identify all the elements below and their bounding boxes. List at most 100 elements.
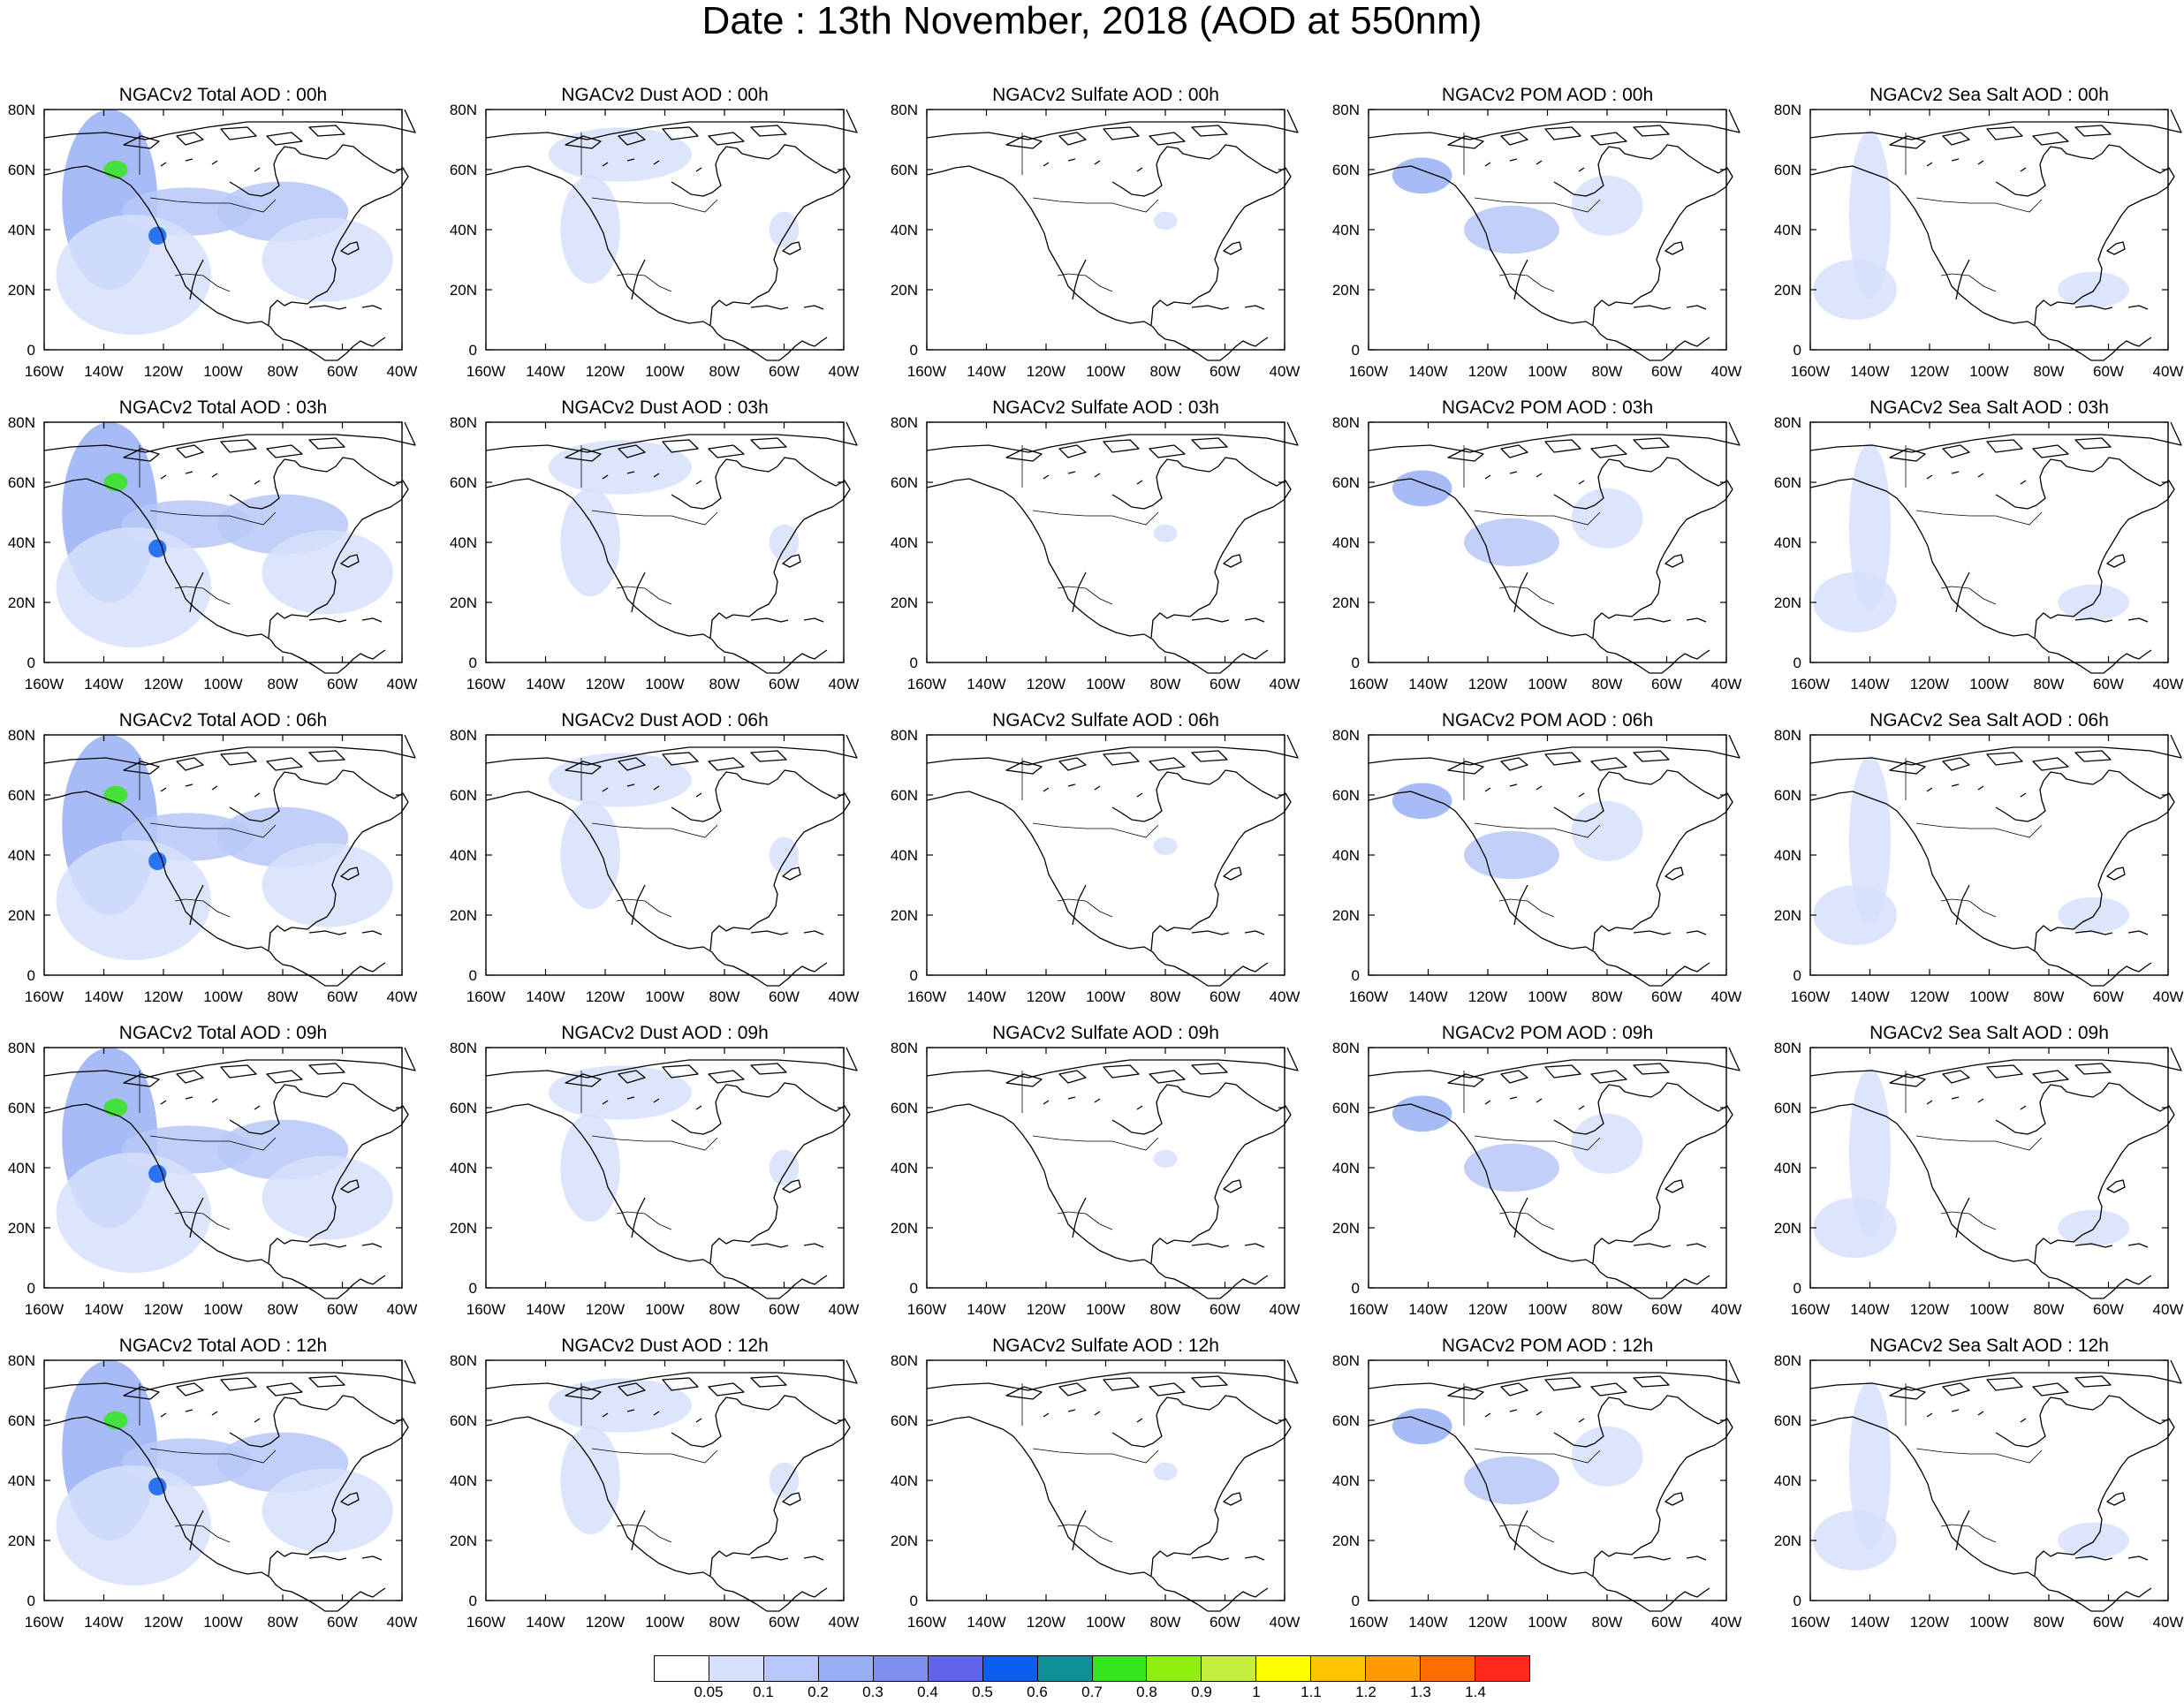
map-background <box>927 735 1285 975</box>
lon-tick-label: 60W <box>2093 363 2124 380</box>
lon-tick-label: 140W <box>1850 363 1889 380</box>
lon-tick-label: 100W <box>645 1614 684 1631</box>
map-panel-sea-salt-03h: 160W 140W 120W 100W 80W 60W 40W 0 20N 40N 60N 80N NG… <box>1774 397 2184 693</box>
lat-tick-label: 0 <box>1793 342 1801 359</box>
lon-tick-label: 40W <box>387 1301 418 1318</box>
lat-tick-label: 60N <box>1332 1100 1360 1116</box>
lon-tick-label: 40W <box>2153 988 2184 1005</box>
lat-tick-label: 0 <box>27 655 35 671</box>
lat-tick-label: 80N <box>1774 102 1801 118</box>
panel-title: NGACv2 Dust AOD : 06h <box>561 710 769 730</box>
lon-tick-label: 80W <box>1592 1301 1623 1318</box>
aod-shading-area <box>1153 211 1178 230</box>
lon-tick-label: 60W <box>1210 676 1240 693</box>
lon-tick-label: 160W <box>907 363 946 380</box>
lat-tick-label: 0 <box>27 1280 35 1297</box>
lat-tick-label: 40N <box>1774 847 1801 864</box>
lat-tick-label: 60N <box>450 787 477 804</box>
lat-tick-label: 60N <box>1332 1412 1360 1429</box>
lon-tick-label: 100W <box>1086 1301 1125 1318</box>
lon-tick-label: 160W <box>466 676 505 693</box>
lat-tick-label: 0 <box>1793 1593 1801 1609</box>
aod-shading-area <box>148 539 167 557</box>
lat-tick-label: 40N <box>450 534 477 551</box>
aod-shading-area <box>1464 205 1559 254</box>
lon-tick-label: 160W <box>25 363 64 380</box>
lat-tick-label: 60N <box>8 1412 35 1429</box>
aod-shading-area <box>1392 1408 1452 1445</box>
lat-tick-label: 40N <box>1332 1472 1360 1489</box>
aod-shading-area <box>548 127 692 182</box>
lon-tick-label: 80W <box>2034 1614 2065 1631</box>
map-panel-sulfate-03h: 160W 140W 120W 100W 80W 60W 40W 0 20N 40N 60N 80N NG… <box>891 397 1301 693</box>
lat-tick-label: 40N <box>1332 1160 1360 1177</box>
lon-tick-label: 60W <box>1651 1614 1682 1631</box>
lon-tick-label: 40W <box>2153 363 2184 380</box>
lat-tick-label: 20N <box>1774 594 1801 611</box>
aod-shading-area <box>1392 470 1452 507</box>
aod-shading-area <box>560 1426 620 1535</box>
aod-shading-area <box>1392 783 1452 820</box>
panel-title: NGACv2 Sea Salt AOD : 03h <box>1869 397 2109 418</box>
lat-tick-label: 0 <box>910 1280 918 1297</box>
lat-tick-label: 60N <box>1774 1412 1801 1429</box>
lon-tick-label: 160W <box>1791 1301 1830 1318</box>
aod-shading-area <box>262 1155 393 1240</box>
lon-tick-label: 160W <box>1349 363 1388 380</box>
lon-tick-label: 140W <box>967 676 1005 693</box>
panel-title: NGACv2 POM AOD : 00h <box>1442 85 1653 105</box>
lon-tick-label: 80W <box>268 363 299 380</box>
lon-tick-label: 120W <box>1027 988 1065 1005</box>
lat-tick-label: 40N <box>891 1160 918 1177</box>
aod-shading-area <box>1813 572 1897 632</box>
lon-tick-label: 140W <box>526 363 565 380</box>
aod-shading-area <box>1813 260 1897 320</box>
aod-shading-area <box>548 1065 692 1120</box>
colorbar-box <box>1092 1656 1148 1681</box>
lat-tick-label: 20N <box>891 907 918 924</box>
map-panel-sea-salt-00h: 160W 140W 120W 100W 80W 60W 40W 0 20N 40N 60N 80N NG… <box>1774 85 2184 380</box>
aod-shading-area <box>769 836 800 874</box>
lon-tick-label: 80W <box>709 363 740 380</box>
lat-tick-label: 20N <box>1332 1533 1360 1549</box>
lat-tick-label: 0 <box>469 342 477 359</box>
lon-tick-label: 140W <box>967 988 1005 1005</box>
lat-tick-label: 0 <box>1793 967 1801 984</box>
lon-tick-label: 60W <box>327 363 358 380</box>
lon-tick-label: 140W <box>84 1614 123 1631</box>
panel-title: NGACv2 Dust AOD : 09h <box>561 1023 769 1043</box>
lat-tick-label: 60N <box>1332 787 1360 804</box>
lon-tick-label: 80W <box>1150 988 1181 1005</box>
aod-shading-area <box>1392 1095 1452 1132</box>
lat-tick-label: 0 <box>27 342 35 359</box>
aod-shading-area <box>1848 1068 1892 1238</box>
panel-title: NGACv2 Sulfate AOD : 06h <box>992 710 1219 730</box>
lon-tick-label: 80W <box>2034 363 2065 380</box>
colorbar-label: 1.2 <box>1355 1684 1376 1700</box>
panel-title: NGACv2 Dust AOD : 12h <box>561 1336 769 1356</box>
lon-tick-label: 160W <box>1349 1614 1388 1631</box>
lon-tick-label: 80W <box>1592 363 1623 380</box>
lon-tick-label: 40W <box>829 988 860 1005</box>
map-panel-total-03h: 160W 140W 120W 100W 80W 60W 40W 0 20N 40N 60N 80N NG… <box>8 397 418 693</box>
aod-shading-area <box>56 840 211 960</box>
lon-tick-label: 80W <box>709 1614 740 1631</box>
lon-tick-label: 40W <box>387 676 418 693</box>
lat-tick-label: 60N <box>891 1412 918 1429</box>
lat-tick-label: 20N <box>450 1533 477 1549</box>
lon-tick-label: 40W <box>829 1301 860 1318</box>
lon-tick-label: 160W <box>466 988 505 1005</box>
lat-tick-label: 60N <box>891 1100 918 1116</box>
map-panel-total-09h: 160W 140W 120W 100W 80W 60W 40W 0 20N 40N 60N 80N NG… <box>8 1023 418 1318</box>
panel-title: NGACv2 Sulfate AOD : 09h <box>992 1023 1219 1043</box>
aod-shading-area <box>548 440 692 495</box>
lat-tick-label: 20N <box>891 1533 918 1549</box>
aod-shading-area <box>56 215 211 335</box>
panel-title: NGACv2 Sea Salt AOD : 00h <box>1869 85 2109 105</box>
lon-tick-label: 140W <box>84 988 123 1005</box>
colorbar-box <box>1311 1656 1367 1681</box>
lon-tick-label: 60W <box>2093 1614 2124 1631</box>
aod-shading-area <box>769 524 800 561</box>
lat-tick-label: 80N <box>1774 1352 1801 1369</box>
lon-tick-label: 40W <box>1711 676 1742 693</box>
